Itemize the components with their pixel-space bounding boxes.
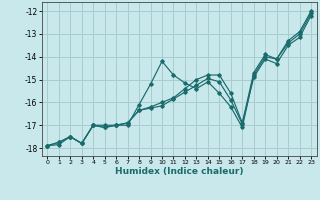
X-axis label: Humidex (Indice chaleur): Humidex (Indice chaleur) (115, 167, 244, 176)
